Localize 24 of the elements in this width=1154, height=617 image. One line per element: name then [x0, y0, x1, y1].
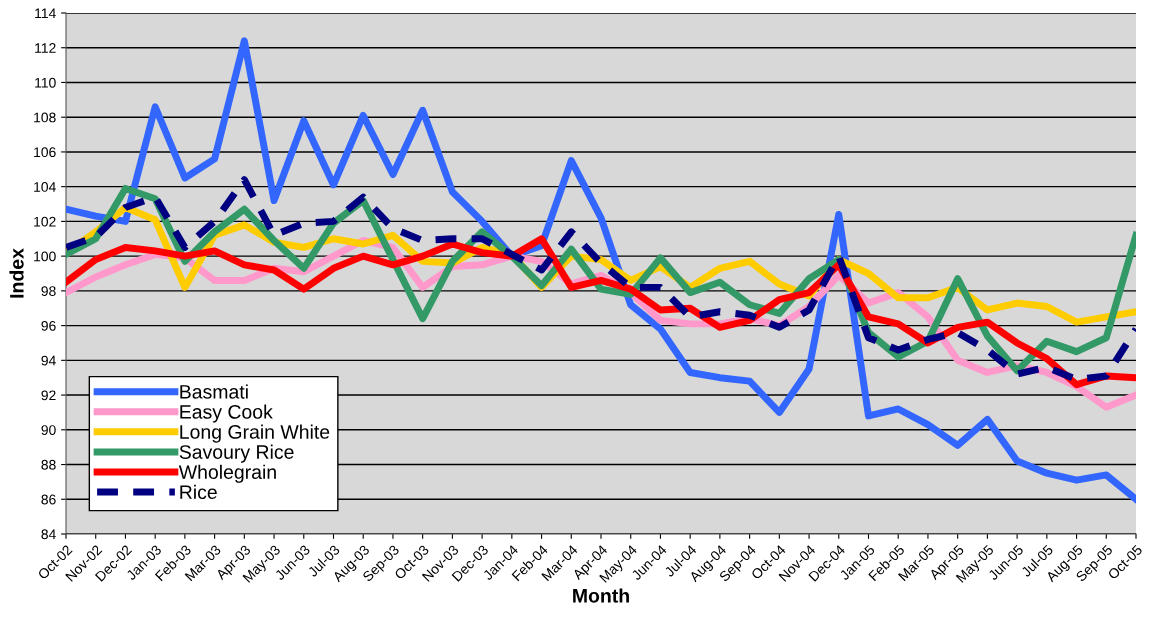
legend-label: Basmati: [180, 384, 248, 399]
y-tick-label: 112: [35, 43, 56, 53]
y-tick-label: 98: [41, 286, 56, 297]
y-tick-label: 88: [41, 459, 56, 470]
y-tick-label: 84: [41, 529, 56, 540]
y-tick-label: 90: [41, 425, 56, 435]
legend-label: Rice: [180, 484, 217, 500]
legend-label: Wholegrain: [178, 464, 276, 483]
y-tick-label: 92: [41, 390, 56, 401]
legend-label: Savoury Rice: [179, 444, 294, 463]
y-tick-label: 106: [34, 147, 56, 158]
legend-label: Easy Cook: [180, 404, 273, 423]
y-tick-label: 102: [34, 216, 56, 227]
y-tick-label: 94: [41, 355, 56, 366]
y-tick-label: 114: [35, 8, 56, 19]
y-tick-label: 86: [41, 494, 56, 505]
y-tick-label: 104: [34, 182, 56, 192]
y-tick-label: 100: [34, 251, 56, 262]
y-tick-label: 110: [35, 77, 56, 88]
y-axis-title: Index: [9, 248, 24, 298]
x-axis-title: Month: [573, 588, 629, 603]
y-tick-label: 108: [34, 112, 56, 123]
legend-label: Long Grain White: [180, 424, 330, 443]
y-tick-label: 96: [41, 320, 56, 331]
